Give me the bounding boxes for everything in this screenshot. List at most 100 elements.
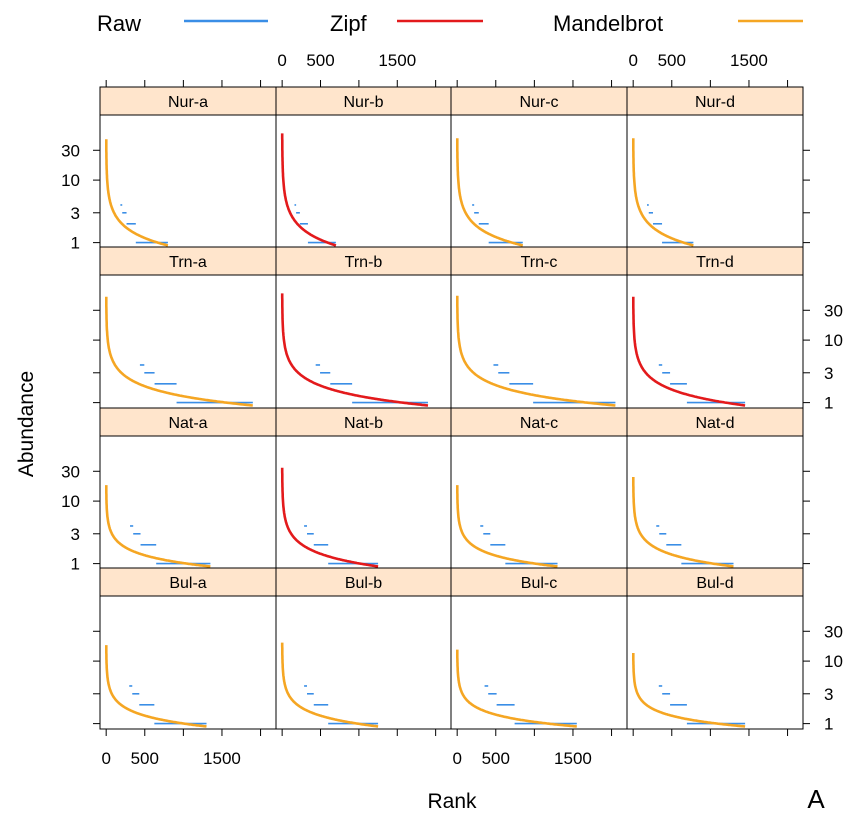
y-tick-label: 10 [824, 652, 843, 671]
panel-strip [275, 407, 452, 437]
panel-strip [450, 86, 628, 116]
y-tick-label: 1 [71, 234, 80, 253]
fit-curve [105, 296, 253, 407]
y-tick-label: 1 [824, 394, 833, 413]
y-tick-label: 30 [61, 462, 80, 481]
panel-frame [99, 274, 277, 409]
x-tick-label: 1500 [554, 749, 592, 768]
x-tick-label: 1500 [730, 51, 768, 70]
legend-label: Zipf [330, 11, 368, 36]
x-tick-label: 1500 [203, 749, 241, 768]
panel: Trn-c [450, 246, 628, 409]
panel-frame [626, 274, 804, 409]
fit-curve [632, 653, 746, 728]
fit-curve [280, 293, 429, 407]
fit-curve [456, 138, 524, 247]
panel-strip-label: Nat-c [520, 415, 558, 432]
panel: Nur-c [450, 86, 628, 249]
panel: Nat-c [450, 407, 628, 570]
fit-curve [456, 485, 558, 568]
fit-curve [632, 477, 734, 568]
panel: Trn-a [99, 246, 277, 409]
panel-frame [626, 595, 804, 730]
panel-strip-label: Nat-d [695, 415, 734, 432]
x-tick-label: 0 [101, 749, 110, 768]
legend-label: Raw [97, 11, 141, 36]
panel-strip [99, 86, 277, 116]
panel-strip-label: Bul-a [169, 575, 206, 592]
panel-frame [626, 435, 804, 570]
panel-letter-label: A [807, 784, 825, 814]
x-tick-label: 500 [306, 51, 334, 70]
x-tick-label: 0 [628, 51, 637, 70]
fit-curve [105, 645, 207, 728]
panel: Trn-d [626, 246, 804, 409]
fit-curve [280, 467, 379, 568]
legend-label: Mandelbrot [553, 11, 663, 36]
panel-strip-label: Nur-a [168, 94, 208, 111]
panel: Nur-a [99, 86, 277, 249]
panel-frame [275, 274, 452, 409]
panel: Nat-a [99, 407, 277, 570]
panel-strip-label: Bul-b [345, 575, 382, 592]
panel-strip [275, 567, 452, 597]
fit-curve [456, 295, 616, 407]
y-tick-label: 30 [824, 301, 843, 320]
fit-curve [105, 139, 169, 247]
panel: Nat-d [626, 407, 804, 570]
panel-strip [450, 407, 628, 437]
fit-curve [280, 133, 337, 247]
fit-curve [280, 642, 379, 728]
panel-strip-label: Nur-b [343, 94, 383, 111]
panel-strip [275, 86, 452, 116]
fit-curve [105, 485, 211, 568]
panel-strip-label: Trn-a [169, 254, 207, 271]
y-tick-label: 3 [71, 204, 80, 223]
panel-strip [99, 407, 277, 437]
fit-curve [456, 649, 577, 728]
panel-strip [626, 407, 804, 437]
panel: Bul-d [626, 567, 804, 730]
x-tick-label: 0 [277, 51, 286, 70]
y-tick-label: 10 [824, 331, 843, 350]
y-tick-label: 1 [71, 555, 80, 574]
panel-strip-label: Nat-b [344, 415, 383, 432]
y-tick-label: 1 [824, 715, 833, 734]
panel-strip [626, 567, 804, 597]
x-tick-label: 500 [131, 749, 159, 768]
panel-strip [626, 246, 804, 276]
panel-strip-label: Nat-a [168, 415, 207, 432]
y-tick-label: 10 [61, 171, 80, 190]
y-tick-label: 30 [61, 141, 80, 160]
panel-grid: Nur-a Nur-b Nur-c Nur-d Trn-a Trn-b Trn-c Trn-d… [99, 86, 804, 730]
y-tick-label: 3 [824, 364, 833, 383]
legend: Raw Zipf Mandelbrot [97, 11, 803, 36]
panel-strip-label: Bul-c [521, 575, 557, 592]
panel: Bul-c [450, 567, 628, 730]
panel: Bul-b [275, 567, 452, 730]
panel-strip-label: Nur-d [695, 94, 735, 111]
fit-curve [632, 296, 746, 407]
axes: 0 0 0 0 500 500 500 500 1500 1500 1500 1500 1 1 1 1 3 3 3 3… [61, 51, 843, 768]
x-tick-label: 500 [658, 51, 686, 70]
x-tick-label: 500 [482, 749, 510, 768]
y-tick-label: 10 [61, 492, 80, 511]
x-tick-label: 0 [452, 749, 461, 768]
panel-strip-label: Trn-c [521, 254, 558, 271]
fit-curve [632, 138, 694, 247]
panel-frame [275, 435, 452, 570]
panel: Trn-b [275, 246, 452, 409]
panel-strip-label: Trn-b [345, 254, 383, 271]
x-axis-label: Rank [427, 790, 477, 813]
y-axis-label: Abundance [15, 371, 38, 477]
panel-strip [626, 86, 804, 116]
y-tick-label: 3 [71, 525, 80, 544]
y-tick-label: 30 [824, 622, 843, 641]
panel: Nur-b [275, 86, 452, 249]
panel: Bul-a [99, 567, 277, 730]
panel-strip-label: Nur-c [519, 94, 558, 111]
y-tick-label: 3 [824, 685, 833, 704]
panel: Nur-d [626, 86, 804, 249]
panel-frame [450, 274, 628, 409]
